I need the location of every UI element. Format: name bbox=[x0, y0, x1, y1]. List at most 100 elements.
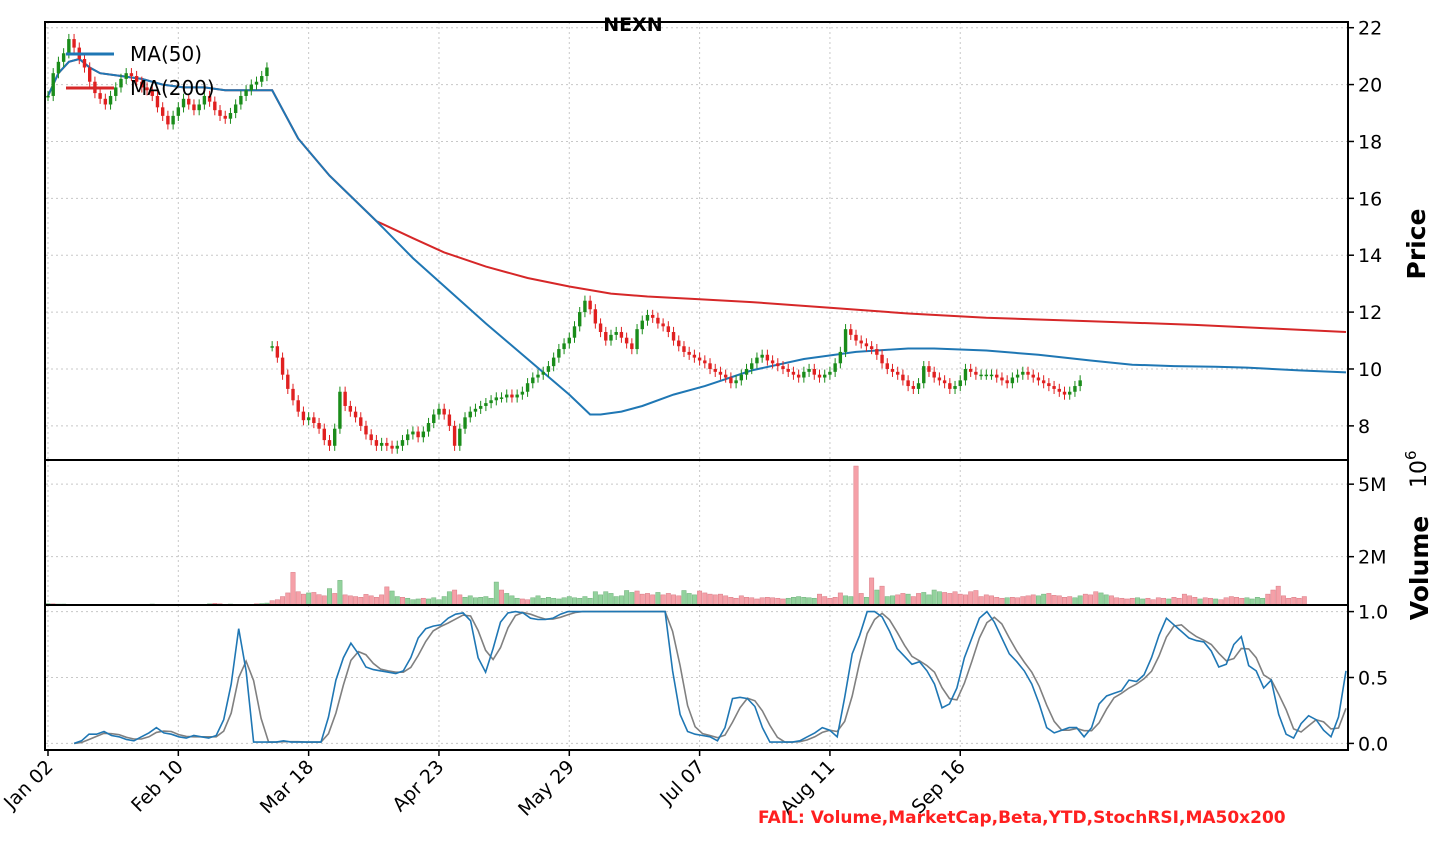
candle bbox=[859, 335, 863, 349]
candle-body bbox=[400, 440, 405, 446]
candle-body bbox=[984, 374, 989, 377]
candle-body bbox=[223, 115, 227, 119]
candle-body bbox=[661, 323, 665, 327]
volume-bar bbox=[290, 572, 296, 606]
volume-bar bbox=[634, 590, 640, 606]
candle bbox=[1026, 366, 1030, 380]
candle-body bbox=[405, 434, 410, 441]
volume-bar bbox=[1280, 595, 1286, 606]
volume-bar bbox=[603, 591, 609, 606]
candle-body bbox=[134, 76, 139, 82]
volume-bar bbox=[890, 595, 895, 606]
candle-body bbox=[437, 408, 441, 415]
candle bbox=[703, 355, 707, 369]
candle bbox=[171, 110, 175, 130]
candle-body bbox=[364, 425, 368, 435]
candle-body bbox=[958, 380, 962, 387]
candle bbox=[812, 363, 816, 380]
candle-body bbox=[306, 417, 311, 421]
candle bbox=[1031, 369, 1035, 383]
ma50-line bbox=[47, 57, 1347, 416]
volume-bar bbox=[1187, 595, 1193, 606]
candle-body bbox=[525, 383, 530, 392]
volume-bar bbox=[936, 591, 942, 606]
candle-body bbox=[254, 81, 259, 85]
price-tick-label: 8 bbox=[1358, 416, 1370, 438]
volume-bar bbox=[942, 592, 948, 606]
candle bbox=[828, 366, 832, 380]
volume-bar bbox=[1208, 597, 1213, 606]
candle-body bbox=[150, 90, 154, 96]
volume-bar bbox=[973, 590, 979, 606]
stoch-tick-label: 0.5 bbox=[1358, 668, 1388, 690]
volume-bar bbox=[452, 589, 458, 606]
candle-body bbox=[588, 300, 592, 310]
volume-bar bbox=[686, 593, 692, 606]
candle-body bbox=[843, 329, 848, 352]
candle-body bbox=[791, 371, 796, 375]
candle-body bbox=[796, 374, 801, 378]
volume-bar bbox=[697, 590, 703, 606]
candle bbox=[833, 358, 837, 377]
candle-body bbox=[494, 397, 499, 401]
legend-ma50-label: MA(50) bbox=[130, 42, 202, 66]
volume-bar bbox=[1171, 597, 1177, 606]
candle bbox=[942, 375, 947, 389]
candle bbox=[692, 349, 697, 363]
x-tick-label: Feb 10 bbox=[127, 756, 188, 817]
candle bbox=[374, 434, 379, 451]
candle-body bbox=[1000, 377, 1004, 381]
candle-body bbox=[1036, 377, 1041, 381]
volume-bar bbox=[441, 596, 447, 606]
candle bbox=[437, 403, 441, 420]
volume-bar bbox=[457, 594, 463, 606]
volume-bar bbox=[1015, 597, 1021, 606]
volume-bar bbox=[952, 591, 958, 606]
volume-bar bbox=[1093, 591, 1099, 606]
candle-body bbox=[968, 368, 973, 372]
candle bbox=[160, 102, 165, 121]
volume-bar bbox=[655, 592, 661, 606]
candle bbox=[765, 349, 770, 366]
volume-bar bbox=[994, 597, 1000, 606]
volume-bar bbox=[1072, 597, 1078, 606]
candle-body bbox=[312, 417, 316, 424]
candle-body bbox=[473, 408, 478, 412]
candle bbox=[207, 90, 212, 107]
volume-bar bbox=[473, 597, 478, 606]
volume-bar bbox=[764, 597, 770, 606]
candle bbox=[604, 326, 608, 346]
candle-body bbox=[124, 73, 128, 79]
volume-bar bbox=[1192, 597, 1198, 606]
candle-body bbox=[760, 354, 764, 358]
candle bbox=[468, 406, 472, 423]
candle bbox=[432, 409, 436, 429]
volume-bar bbox=[1046, 593, 1052, 606]
candle-body bbox=[426, 423, 431, 432]
candle-body bbox=[1057, 388, 1061, 392]
candle-body bbox=[671, 332, 676, 341]
candle bbox=[656, 312, 660, 329]
volume-bar bbox=[718, 593, 723, 606]
candle bbox=[359, 412, 363, 431]
volume-bar bbox=[744, 597, 749, 606]
volume-bar bbox=[796, 596, 802, 606]
volume-exponent-power: 6 bbox=[1402, 450, 1420, 460]
candle-body bbox=[650, 314, 655, 318]
candle-body bbox=[927, 366, 931, 372]
candle-body bbox=[458, 428, 462, 446]
volume-bar bbox=[926, 594, 932, 606]
candle bbox=[671, 326, 676, 346]
candle-body bbox=[1031, 374, 1035, 378]
candle-body bbox=[484, 403, 488, 406]
candle-body bbox=[160, 107, 165, 116]
volume-bar bbox=[1035, 595, 1041, 606]
volume-bar bbox=[358, 597, 364, 606]
candle bbox=[567, 332, 571, 349]
candle bbox=[489, 395, 493, 409]
volume-bar bbox=[968, 591, 974, 606]
candle-body bbox=[46, 95, 50, 98]
candle bbox=[713, 363, 717, 377]
volume-bar bbox=[592, 591, 598, 606]
candle bbox=[609, 329, 613, 346]
